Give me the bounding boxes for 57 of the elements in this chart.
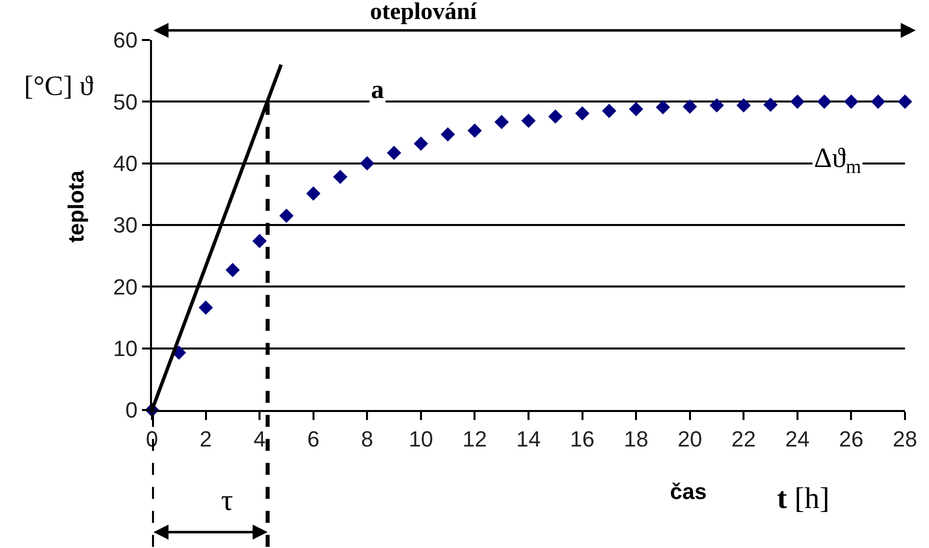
x-tick-label: 12: [462, 426, 487, 452]
point: [628, 102, 644, 116]
point: [710, 98, 724, 113]
x-tick-label: 6: [307, 426, 320, 452]
x-tick-label: 8: [361, 426, 374, 452]
point: [870, 94, 886, 109]
y-tick-label: 30: [113, 212, 138, 238]
point: [306, 186, 321, 201]
x-tick-label: 2: [200, 426, 212, 452]
y-tick-label: 50: [113, 89, 138, 114]
x-tick-label: 16: [570, 426, 595, 452]
y-tick-label: 10: [113, 336, 138, 362]
text: [°C] ϑ: [24, 71, 94, 102]
point: [333, 170, 348, 184]
point: [844, 94, 858, 109]
point: [494, 114, 509, 130]
text: oteplování: [370, 0, 478, 25]
y-tick-label: 20: [113, 274, 138, 300]
point: [279, 208, 294, 223]
point: [440, 127, 455, 142]
point: [521, 114, 536, 128]
point: [602, 104, 616, 118]
y-tick-label: 60: [113, 28, 138, 53]
point: [360, 156, 374, 170]
text: τ: [221, 484, 234, 517]
point: [252, 234, 267, 248]
x-axis-title: čas: [670, 479, 707, 504]
x-tick-label: 10: [408, 426, 434, 452]
point: [682, 99, 698, 114]
x-tick-label: 0: [146, 426, 158, 452]
point: [468, 124, 482, 138]
point: [575, 106, 590, 121]
x-tick-label: 4: [253, 426, 266, 452]
point: [736, 98, 751, 113]
point: [226, 262, 240, 278]
point: [414, 136, 428, 151]
point: [817, 94, 832, 109]
x-tick-label: 24: [785, 426, 810, 452]
point: [656, 100, 670, 114]
x-tick-label: 18: [624, 426, 648, 452]
text: t [h]: [777, 482, 830, 515]
point: [198, 300, 213, 315]
point: [763, 98, 778, 112]
annotation: a: [371, 75, 384, 104]
point: [548, 109, 563, 124]
x-tick-label: 14: [516, 426, 541, 452]
point: [790, 94, 805, 109]
x-tick-label: 22: [731, 426, 756, 452]
x-tick-label: 20: [678, 426, 702, 452]
point: [386, 146, 402, 160]
y-tick-label: 40: [113, 151, 138, 176]
point: [898, 94, 912, 109]
x-tick-label: 26: [838, 426, 864, 452]
annotation: Δϑ$_{m}$: [814, 143, 862, 178]
y-axis-title: teplota: [64, 170, 89, 243]
y-tick-label: 0: [125, 398, 138, 423]
x-tick-label: 28: [892, 426, 918, 452]
